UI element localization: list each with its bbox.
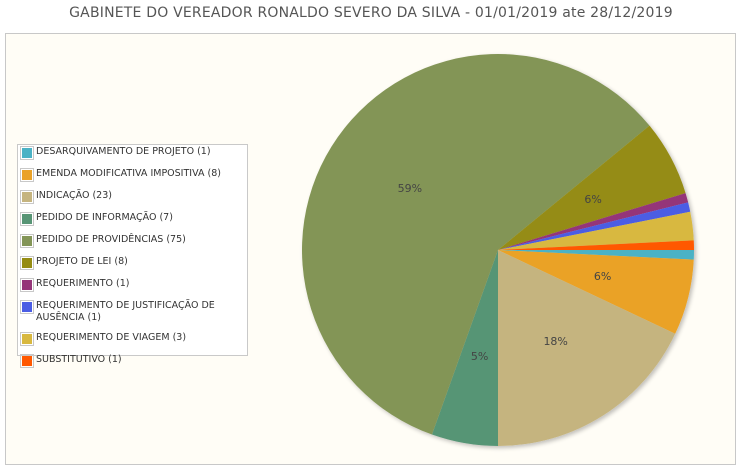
pie-slice-label: 5% — [471, 350, 488, 363]
legend-item[interactable]: PROJETO DE LEI (8) — [20, 256, 245, 270]
legend-item[interactable]: DESARQUIVAMENTO DE PROJETO (1) — [20, 146, 245, 160]
legend-swatch-color — [22, 236, 32, 246]
pie-slice[interactable] — [498, 250, 676, 446]
pie-slice[interactable] — [498, 250, 694, 334]
legend-swatch-color — [22, 280, 32, 290]
legend-swatch — [20, 354, 34, 368]
legend-swatch-color — [22, 258, 32, 268]
pie-slice-label: 6% — [584, 193, 601, 206]
legend-swatch — [20, 234, 34, 248]
legend-item[interactable]: PEDIDO DE PROVIDÊNCIAS (75) — [20, 234, 245, 248]
pie-slice-label: 59% — [398, 182, 422, 195]
legend-item[interactable]: REQUERIMENTO DE JUSTIFICAÇÃO DE AUSÊNCIA… — [20, 300, 245, 324]
legend-item[interactable]: INDICAÇÃO (23) — [20, 190, 245, 204]
legend-swatch — [20, 146, 34, 160]
legend-swatch — [20, 256, 34, 270]
legend-item[interactable]: REQUERIMENTO (1) — [20, 278, 245, 292]
legend-swatch — [20, 300, 34, 314]
legend-label: DESARQUIVAMENTO DE PROJETO (1) — [36, 146, 211, 157]
legend-swatch — [20, 168, 34, 182]
legend-swatch-color — [22, 192, 32, 202]
legend-swatch-color — [22, 170, 32, 180]
pie-slice[interactable] — [498, 250, 694, 260]
legend-label: PROJETO DE LEI (8) — [36, 256, 128, 267]
legend-swatch-color — [22, 334, 32, 344]
pie-slice[interactable] — [498, 211, 694, 250]
legend-label: INDICAÇÃO (23) — [36, 190, 112, 201]
legend-swatch-color — [22, 148, 32, 158]
pie-slice[interactable] — [498, 240, 694, 250]
pie-slice[interactable] — [498, 202, 691, 250]
legend-label: SUBSTITUTIVO (1) — [36, 354, 122, 365]
legend-label: PEDIDO DE INFORMAÇÃO (7) — [36, 212, 173, 223]
legend: DESARQUIVAMENTO DE PROJETO (1) EMENDA MOD… — [17, 144, 248, 368]
legend-label: PEDIDO DE PROVIDÊNCIAS (75) — [36, 234, 186, 245]
legend-swatch-color — [22, 214, 32, 224]
legend-swatch — [20, 190, 34, 204]
pie-slice[interactable] — [431, 250, 498, 446]
legend-label: REQUERIMENTO DE JUSTIFICAÇÃO DE AUSÊNCIA… — [36, 300, 215, 323]
legend-item[interactable]: SUBSTITUTIVO (1) — [20, 354, 245, 368]
legend-swatch — [20, 278, 34, 292]
legend-swatch — [20, 212, 34, 226]
legend-item[interactable]: PEDIDO DE INFORMAÇÃO (7) — [20, 212, 245, 226]
legend-item[interactable]: EMENDA MODIFICATIVA IMPOSITIVA (8) — [20, 168, 245, 182]
pie-slices — [302, 53, 694, 446]
pie-labels: 6% 18% 5% 59% 6% — [398, 182, 612, 363]
pie-slice[interactable] — [498, 125, 686, 250]
legend-swatch-color — [22, 356, 32, 366]
pie-slice[interactable] — [302, 53, 650, 435]
legend-swatch-color — [22, 302, 32, 312]
legend-item[interactable]: REQUERIMENTO DE VIAGEM (3) — [20, 332, 245, 346]
legend-swatch — [20, 332, 34, 346]
legend-label: EMENDA MODIFICATIVA IMPOSITIVA (8) — [36, 168, 221, 179]
legend-label: REQUERIMENTO DE VIAGEM (3) — [36, 332, 187, 343]
pie-slice-label: 18% — [543, 335, 567, 348]
pie-slice[interactable] — [498, 193, 689, 250]
legend-label: REQUERIMENTO (1) — [36, 278, 130, 289]
pie-slice-label: 6% — [594, 270, 611, 283]
chart-title: GABINETE DO VEREADOR RONALDO SEVERO DA S… — [69, 5, 673, 21]
